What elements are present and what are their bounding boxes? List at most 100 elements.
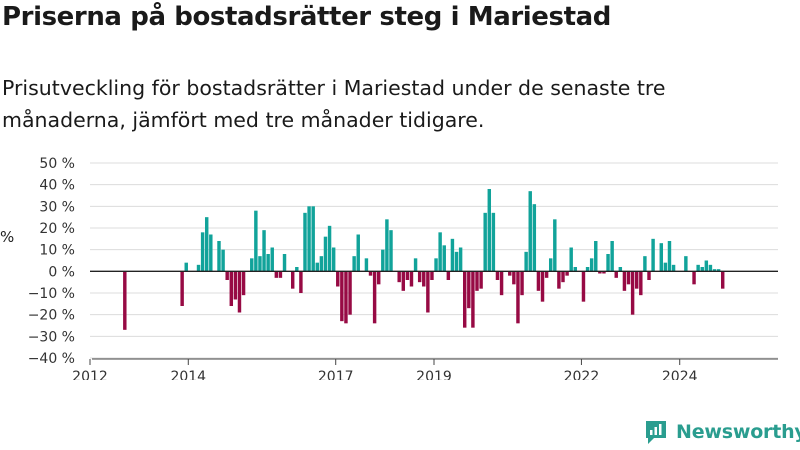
bar — [622, 271, 627, 291]
bar — [413, 258, 418, 272]
x-tick-label: 2019 — [416, 369, 452, 380]
bar — [237, 271, 242, 313]
bar — [581, 271, 586, 302]
x-axis-ticks: 2012 2014 2017 2019 2022 2024 — [72, 358, 778, 380]
bar — [589, 258, 594, 272]
bar — [336, 271, 340, 287]
bar — [454, 251, 459, 272]
bar — [405, 271, 410, 280]
bar — [647, 271, 651, 280]
bar — [614, 271, 618, 278]
bar — [475, 271, 479, 291]
bar — [479, 271, 483, 289]
bar — [548, 258, 553, 272]
bar — [262, 230, 266, 272]
bar — [536, 271, 541, 291]
bar — [598, 271, 602, 274]
bar — [340, 271, 344, 322]
bar — [401, 271, 406, 291]
bar — [307, 206, 311, 272]
bar — [282, 254, 287, 272]
bar — [184, 262, 188, 272]
bar — [196, 264, 201, 272]
bar — [123, 271, 127, 330]
bar — [671, 264, 676, 272]
bar — [610, 241, 614, 272]
bar — [585, 267, 590, 272]
bar — [385, 219, 389, 272]
bar — [372, 271, 377, 324]
bar — [491, 212, 496, 272]
bar — [381, 249, 385, 272]
bar — [573, 267, 578, 272]
x-tick-label: 2022 — [564, 369, 600, 380]
brand-logo: Newsworthy — [644, 419, 800, 445]
bar — [303, 212, 307, 272]
bar — [700, 267, 704, 272]
bar — [520, 271, 524, 296]
bar — [704, 260, 709, 272]
bar-chart: 50 % 40 % 30 % 20 % 10 % 0 % −10 % −20 % −30 % −4… — [0, 156, 778, 380]
bar — [532, 204, 537, 272]
x-tick-label: 2024 — [662, 369, 698, 380]
bar — [450, 238, 455, 272]
bar — [565, 271, 569, 276]
bar — [209, 234, 213, 272]
bar — [200, 232, 205, 272]
bar — [250, 258, 254, 272]
bar — [180, 271, 184, 306]
bar — [524, 251, 528, 272]
bar — [696, 264, 700, 272]
bar — [557, 271, 561, 289]
y-tick-label: −10 % — [28, 286, 75, 302]
bar — [639, 271, 643, 296]
bars — [123, 189, 725, 330]
bar — [458, 247, 463, 272]
bar — [356, 234, 360, 272]
bar — [708, 264, 713, 272]
bar — [295, 267, 299, 272]
bar — [409, 271, 414, 287]
bar — [634, 271, 639, 289]
bar — [602, 271, 606, 274]
bar — [221, 249, 225, 272]
bar — [344, 271, 348, 324]
bar — [442, 245, 446, 272]
y-tick-label: −40 % — [28, 351, 75, 367]
bar — [258, 256, 262, 272]
bar — [716, 269, 721, 272]
bar — [315, 262, 320, 272]
chart-title: Priserna på bostadsrätter steg i Mariest… — [2, 2, 611, 32]
bar — [471, 271, 475, 328]
bar — [569, 247, 573, 272]
bar — [430, 271, 434, 280]
y-tick-label: −30 % — [28, 329, 75, 345]
bar — [229, 271, 234, 306]
bar — [516, 271, 520, 324]
bar — [217, 241, 221, 272]
y-tick-label: 30 % — [39, 199, 75, 215]
bar — [663, 262, 668, 272]
bar — [327, 225, 332, 272]
grid-lines — [90, 162, 778, 359]
bar — [553, 219, 557, 272]
bar — [368, 271, 373, 276]
bar — [397, 271, 401, 283]
bar — [266, 254, 270, 272]
bar — [278, 271, 283, 278]
bar — [643, 256, 647, 272]
bar — [319, 256, 324, 272]
bar — [348, 271, 352, 315]
bar — [692, 271, 696, 285]
bar — [684, 256, 688, 272]
brand-name: Newsworthy — [676, 421, 800, 443]
bar — [618, 267, 623, 272]
x-tick-label: 2012 — [72, 369, 108, 380]
bar — [540, 271, 545, 302]
bar — [512, 271, 516, 285]
bar — [376, 271, 381, 285]
bar — [561, 271, 565, 283]
bar — [389, 230, 393, 272]
bar — [462, 271, 467, 328]
bar — [364, 258, 369, 272]
